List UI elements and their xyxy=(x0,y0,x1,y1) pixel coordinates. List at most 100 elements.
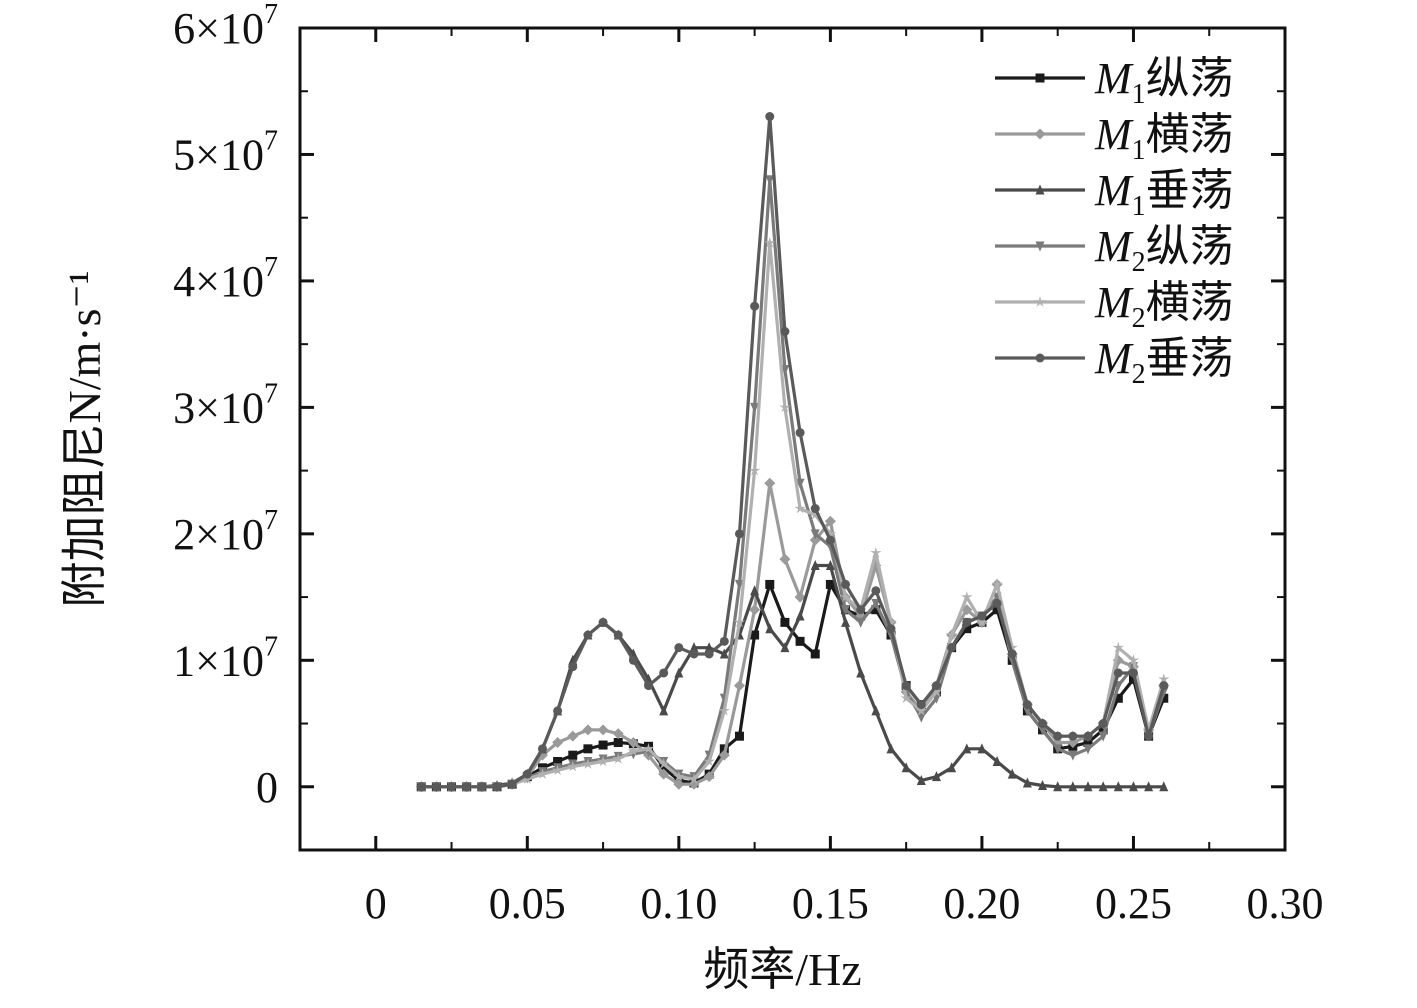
data-point xyxy=(931,771,941,782)
data-point xyxy=(962,617,972,627)
data-point xyxy=(734,731,744,741)
legend-label-subscript: 2 xyxy=(1132,303,1146,334)
legend-label-symbol: M xyxy=(1094,278,1134,327)
legend-marker xyxy=(1035,241,1045,252)
data-point xyxy=(613,738,623,748)
data-point xyxy=(492,782,502,792)
legend-label-text: 纵荡 xyxy=(1146,222,1234,271)
legend-label-subscript: 1 xyxy=(1132,135,1146,166)
data-point xyxy=(810,559,820,570)
data-point xyxy=(688,778,700,790)
series-5 xyxy=(415,237,1170,792)
data-point xyxy=(659,705,669,716)
data-point xyxy=(1159,781,1169,792)
data-point xyxy=(597,724,609,736)
series-4 xyxy=(416,175,1169,793)
data-point xyxy=(809,508,821,520)
data-point xyxy=(886,624,896,634)
data-point xyxy=(597,755,609,767)
legend-label: M2垂荡 xyxy=(1094,334,1234,390)
series-line xyxy=(421,178,1166,789)
data-point xyxy=(915,704,927,716)
data-point xyxy=(871,586,881,596)
data-point xyxy=(794,502,806,514)
data-point xyxy=(658,758,670,769)
data-point xyxy=(916,712,926,723)
data-point xyxy=(1022,777,1032,788)
data-point xyxy=(976,616,988,628)
data-point xyxy=(748,464,761,476)
data-point xyxy=(1068,731,1078,741)
data-point xyxy=(931,681,941,691)
series-3 xyxy=(416,559,1169,792)
data-point xyxy=(1038,725,1048,736)
y-tick-mantissa: 6×10 xyxy=(173,4,264,53)
data-point xyxy=(780,327,790,337)
data-point xyxy=(1158,673,1170,685)
y-tick-exponent: 7 xyxy=(264,125,278,156)
data-point xyxy=(673,770,685,782)
data-point xyxy=(613,630,623,640)
data-point xyxy=(945,629,958,640)
data-point xyxy=(750,301,760,311)
data-point xyxy=(901,681,911,691)
data-point xyxy=(750,585,760,596)
y-tick-exponent: 7 xyxy=(264,505,278,536)
legend-label: M2横荡 xyxy=(1094,278,1234,334)
data-point xyxy=(644,681,654,691)
x-tick-label: 0.20 xyxy=(943,879,1020,928)
data-point xyxy=(1007,649,1017,659)
data-point xyxy=(582,758,594,769)
data-point xyxy=(1053,744,1063,755)
legend-label-symbol: M xyxy=(1094,54,1134,103)
data-point xyxy=(612,752,624,764)
series-line xyxy=(421,582,1166,789)
legend-label-text: 垂荡 xyxy=(1146,166,1234,215)
data-point xyxy=(780,642,790,653)
data-point xyxy=(1159,693,1169,703)
data-point xyxy=(1083,781,1093,792)
data-point xyxy=(462,782,472,792)
data-point xyxy=(824,515,836,527)
data-point xyxy=(1098,781,1108,792)
data-point xyxy=(1053,731,1063,741)
y-tick-exponent: 7 xyxy=(264,631,278,662)
data-point xyxy=(824,527,837,539)
data-point xyxy=(416,782,426,792)
y-tick-label: 5×107 xyxy=(173,125,278,179)
data-point xyxy=(1083,731,1093,741)
data-point xyxy=(750,402,760,413)
y-tick-label: 2×107 xyxy=(173,505,278,559)
y-tick-label: 4×107 xyxy=(173,252,278,306)
legend-label-subscript: 2 xyxy=(1132,247,1146,278)
data-point xyxy=(673,778,685,790)
data-point xyxy=(733,616,746,628)
legend-marker xyxy=(1035,353,1045,363)
data-point xyxy=(1038,780,1048,791)
data-point xyxy=(522,769,532,779)
data-point xyxy=(582,724,594,736)
data-point xyxy=(962,743,972,754)
data-point xyxy=(674,667,684,678)
data-point xyxy=(431,782,441,792)
data-point xyxy=(962,624,972,634)
data-point xyxy=(992,755,1002,766)
data-point xyxy=(1006,641,1018,653)
data-point xyxy=(704,649,714,659)
data-point xyxy=(1113,693,1123,703)
series-line xyxy=(421,241,1166,789)
data-point xyxy=(810,649,820,659)
data-point xyxy=(1098,731,1108,742)
legend-marker xyxy=(1034,128,1046,140)
legend-marker xyxy=(1035,73,1045,83)
y-tick-mantissa: 1×10 xyxy=(173,636,264,685)
data-point xyxy=(1083,738,1093,748)
legend-label-subscript: 1 xyxy=(1132,79,1146,110)
legend-label-text: 横荡 xyxy=(1146,278,1234,327)
data-point xyxy=(916,774,926,785)
data-point xyxy=(628,655,638,665)
x-tick-label: 0.30 xyxy=(1247,879,1324,928)
data-point xyxy=(583,630,593,640)
data-point xyxy=(703,771,715,783)
